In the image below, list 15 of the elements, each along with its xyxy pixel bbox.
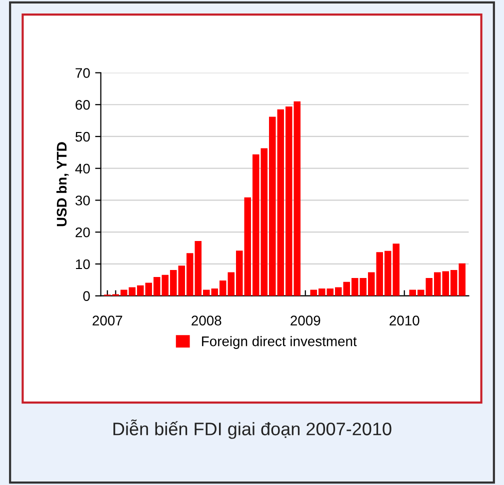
- x-tick-label: 2009: [290, 316, 320, 326]
- x-tick-label: 2010: [390, 316, 420, 326]
- y-tick-label: 50: [75, 132, 90, 142]
- text: Diễn biến FDI giai đoạn 2007-2010: [113, 420, 392, 439]
- legend-label: Foreign direct investment: [202, 336, 357, 349]
- y-tick-label: 70: [76, 68, 90, 78]
- y-tick-label: 60: [76, 100, 90, 110]
- y-tick-label: 30: [75, 196, 90, 206]
- x-tick-label: 2008: [192, 316, 222, 326]
- x-tick-label: 2007: [92, 316, 122, 326]
- y-tick-label: 40: [75, 164, 90, 174]
- y-tick-label: 0: [83, 291, 90, 302]
- y-tick-label: 20: [76, 227, 90, 238]
- y-tick-label: 10: [76, 259, 90, 270]
- y-axis-title: USD bn, YTD: [56, 142, 69, 226]
